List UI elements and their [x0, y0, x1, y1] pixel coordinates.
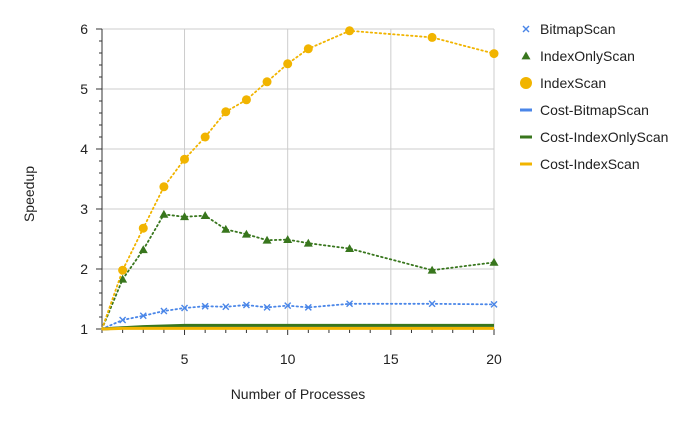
x-tick-label: 5	[181, 351, 189, 367]
data-point	[221, 107, 231, 117]
y-tick-label: 6	[80, 21, 88, 37]
data-point	[159, 209, 169, 218]
y-tick-label: 2	[80, 261, 88, 277]
data-point	[160, 307, 168, 315]
plot-series	[101, 26, 499, 331]
data-point	[138, 245, 148, 254]
data-point	[262, 77, 272, 87]
grid	[102, 28, 495, 330]
x-tick-label: 15	[383, 351, 399, 367]
data-point	[284, 302, 292, 310]
data-point	[242, 301, 250, 309]
legend-item: BitmapScan	[522, 21, 615, 37]
data-point	[490, 300, 498, 308]
data-point	[118, 274, 128, 283]
data-point	[180, 212, 190, 221]
legend-item: Cost-IndexOnlyScan	[520, 129, 668, 145]
y-axis-title: Speedup	[21, 166, 37, 222]
data-point	[241, 95, 251, 105]
data-point	[345, 26, 355, 36]
legend-item: IndexScan	[520, 75, 606, 91]
series-cost-indexonlyscan	[101, 323, 494, 331]
x-tick-label: 10	[280, 351, 296, 367]
data-point	[262, 235, 272, 244]
data-point	[241, 229, 251, 238]
data-point	[201, 302, 209, 310]
data-point	[303, 238, 313, 247]
data-point	[180, 154, 190, 164]
data-point	[221, 224, 231, 233]
legend: BitmapScan IndexOnlyScan IndexScan Cost-Bit…	[520, 21, 668, 172]
data-point	[345, 244, 355, 252]
legend-swatch	[521, 51, 531, 60]
series-indexscan	[101, 26, 499, 330]
data-point	[200, 211, 210, 219]
legend-item: IndexOnlyScan	[521, 48, 635, 64]
legend-label: BitmapScan	[540, 21, 615, 37]
data-point	[200, 132, 210, 142]
data-point	[283, 235, 293, 243]
series-line	[101, 326, 494, 331]
data-point	[427, 265, 437, 274]
data-point	[181, 304, 189, 312]
series-line	[101, 29, 495, 330]
data-point	[138, 223, 148, 233]
legend-label: Cost-BitmapScan	[540, 102, 649, 118]
legend-label: IndexScan	[540, 75, 606, 91]
data-point	[489, 257, 499, 266]
data-point	[283, 59, 293, 69]
data-point	[346, 300, 354, 308]
data-point	[304, 303, 312, 311]
x-axis-title: Number of Processes	[231, 386, 366, 402]
legend-item: Cost-BitmapScan	[520, 102, 649, 118]
series-cost-indexscan	[101, 326, 494, 331]
series-indexonlyscan	[101, 209, 499, 330]
data-point	[118, 265, 128, 275]
data-point	[263, 303, 271, 311]
data-point	[139, 312, 147, 320]
legend-label: Cost-IndexOnlyScan	[540, 129, 668, 145]
series-line	[101, 213, 495, 330]
y-tick-label: 5	[80, 81, 88, 97]
data-point	[427, 32, 437, 42]
series-line	[101, 302, 495, 330]
data-point	[489, 49, 499, 59]
data-point	[159, 182, 169, 192]
legend-label: IndexOnlyScan	[540, 48, 635, 64]
series-bitmapscan	[101, 300, 498, 330]
legend-swatch	[520, 77, 532, 89]
y-tick-label: 4	[80, 141, 88, 157]
legend-swatch	[522, 25, 530, 33]
legend-item: Cost-IndexScan	[520, 156, 640, 172]
data-point	[222, 303, 230, 311]
data-point	[303, 44, 313, 54]
legend-label: Cost-IndexScan	[540, 156, 640, 172]
y-tick-label: 1	[80, 321, 88, 337]
series-line	[101, 323, 494, 331]
x-tick-label: 20	[486, 351, 502, 367]
data-point	[119, 316, 127, 324]
y-tick-label: 3	[80, 201, 88, 217]
data-point	[428, 300, 436, 308]
